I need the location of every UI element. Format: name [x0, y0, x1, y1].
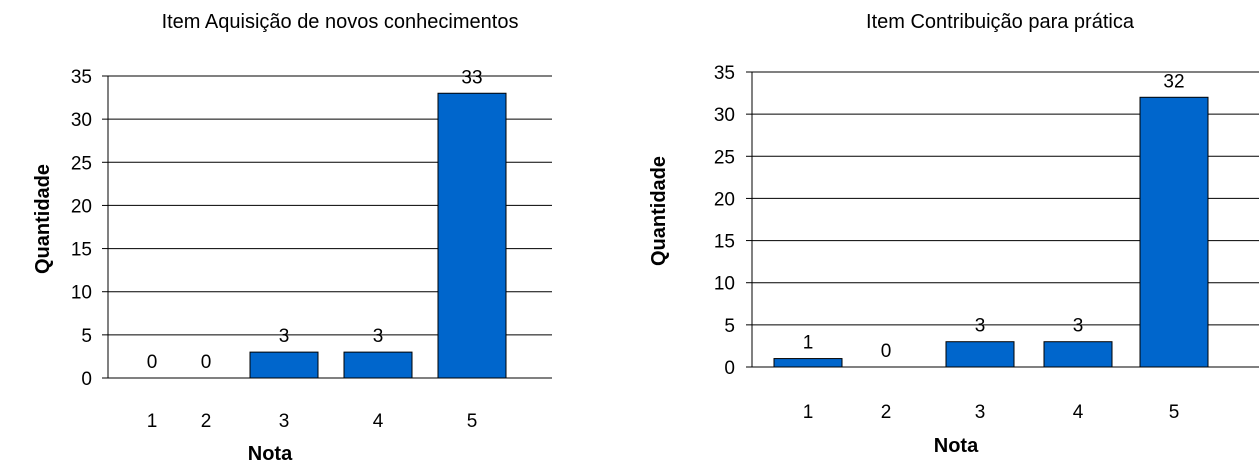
- x-tick-label: 1: [147, 411, 158, 432]
- x-tick-label: 4: [373, 411, 384, 432]
- y-tick-label: 20: [714, 189, 735, 210]
- y-axis-label: Quantidade: [32, 164, 54, 274]
- x-tick-label: 3: [279, 411, 290, 432]
- bar: [773, 358, 843, 368]
- data-label: 3: [975, 316, 986, 337]
- data-label: 1: [803, 333, 814, 354]
- data-label: 0: [881, 341, 892, 362]
- y-tick-label: 30: [714, 105, 735, 126]
- y-tick-label: 25: [71, 153, 92, 174]
- y-tick-label: 15: [71, 240, 92, 261]
- y-tick-label: 5: [724, 316, 735, 337]
- x-tick-label: 4: [1073, 402, 1084, 423]
- y-axis-label: Quantidade: [648, 156, 670, 266]
- y-tick-label: 10: [714, 274, 735, 295]
- data-label: 0: [201, 352, 212, 373]
- x-tick-label: 2: [201, 411, 212, 432]
- x-tick-label: 5: [1169, 402, 1180, 423]
- data-label: 3: [1073, 316, 1084, 337]
- x-axis-label: Nota: [248, 443, 293, 465]
- x-tick-label: 2: [881, 402, 892, 423]
- x-tick-label: 5: [467, 411, 478, 432]
- y-tick-label: 0: [724, 358, 735, 379]
- y-tick-label: 35: [71, 67, 92, 88]
- y-tick-label: 20: [71, 196, 92, 217]
- chart-2: Item Contribuição para prática0510152025…: [648, 11, 1259, 457]
- chart-title: Item Aquisição de novos conhecimentos: [162, 11, 519, 33]
- y-tick-label: 25: [714, 147, 735, 168]
- x-axis-label: Nota: [934, 435, 979, 457]
- chart-title: Item Contribuição para prática: [866, 11, 1135, 33]
- data-label: 0: [147, 352, 158, 373]
- chart-1: Item Aquisição de novos conhecimentos 0 5 1…: [32, 11, 552, 465]
- data-label: 32: [1163, 71, 1184, 92]
- bar: [249, 351, 319, 379]
- y-tick-label: 35: [714, 63, 735, 84]
- y-tick-label: 30: [71, 110, 92, 131]
- data-label: 3: [279, 326, 290, 347]
- bar: [343, 351, 413, 379]
- x-tick-label: 1: [803, 402, 814, 423]
- bar: [437, 92, 507, 379]
- data-label: 33: [461, 67, 482, 88]
- x-tick-label: 3: [975, 402, 986, 423]
- y-tick-label: 0: [81, 369, 92, 390]
- bar: [945, 341, 1015, 368]
- bar: [1139, 96, 1209, 368]
- y-tick-label: 5: [81, 326, 92, 347]
- data-label: 3: [373, 326, 384, 347]
- y-tick-label: 10: [71, 283, 92, 304]
- y-tick-label: 15: [714, 232, 735, 253]
- bar: [1043, 341, 1113, 368]
